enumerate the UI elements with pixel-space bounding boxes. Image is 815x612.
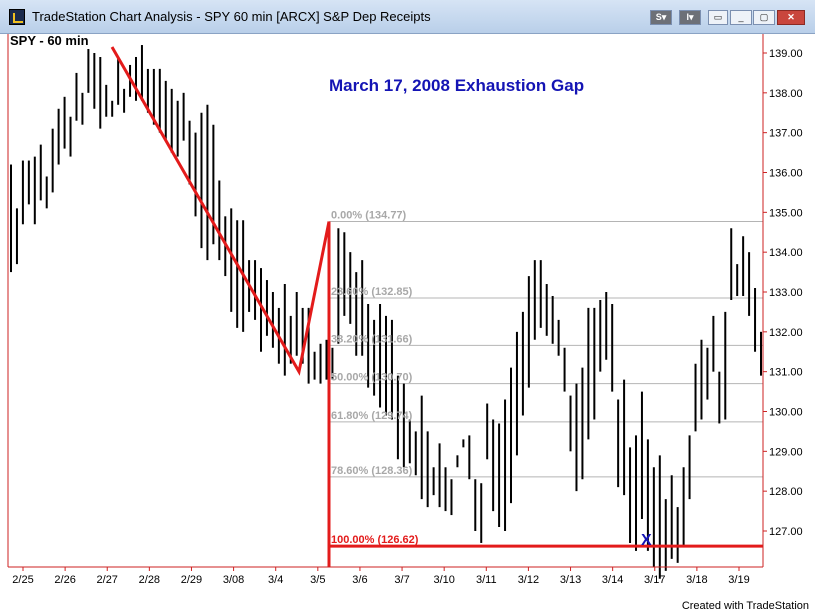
y-tick-label: 129.00 xyxy=(769,446,803,458)
indicator-menu-label: I xyxy=(686,12,689,22)
y-tick-label: 137.00 xyxy=(769,128,803,140)
symbol-menu-button[interactable]: S▾ xyxy=(650,10,672,25)
dropdown-arrow-icon: ▾ xyxy=(688,12,694,22)
y-tick-label: 135.00 xyxy=(769,207,803,219)
title-bar: TradeStation Chart Analysis - SPY 60 min… xyxy=(0,0,815,34)
tradestation-app-icon xyxy=(9,9,25,25)
y-tick-label: 134.00 xyxy=(769,247,803,259)
fib-label: 0.00% (134.77) xyxy=(331,209,407,221)
y-tick-label: 136.00 xyxy=(769,168,803,180)
trend-lines xyxy=(110,46,763,567)
exhaustion-gap-marker: X xyxy=(641,532,652,549)
symbol-label: SPY - 60 min xyxy=(10,34,89,48)
footer-credit: Created with TradeStation xyxy=(681,600,809,612)
y-tick-label: 130.00 xyxy=(769,407,803,419)
x-tick-label: 3/5 xyxy=(310,574,325,586)
x-tick-label: 3/17 xyxy=(644,574,665,586)
window-title: TradeStation Chart Analysis - SPY 60 min… xyxy=(32,9,431,24)
minimize-chart-icon[interactable]: ▭ xyxy=(708,10,728,25)
y-tick-label: 133.00 xyxy=(769,287,803,299)
x-tick-label: 3/4 xyxy=(268,574,283,586)
x-tick-label: 2/27 xyxy=(97,574,118,586)
chart-title: March 17, 2008 Exhaustion Gap xyxy=(329,76,584,95)
x-tick-label: 2/28 xyxy=(139,574,160,586)
x-tick-label: 3/19 xyxy=(728,574,749,586)
price-chart[interactable]: 0.00% (134.77) 23.60% (132.85) 38.20% (131… xyxy=(0,34,815,600)
fib-label: 23.60% (132.85) xyxy=(331,286,413,298)
x-tick-label: 3/14 xyxy=(602,574,623,586)
y-tick-label: 128.00 xyxy=(769,486,803,498)
x-tick-label: 3/13 xyxy=(560,574,581,586)
close-button[interactable]: ✕ xyxy=(777,10,805,25)
x-tick-label: 3/18 xyxy=(686,574,707,586)
dropdown-arrow-icon: ▾ xyxy=(661,12,667,22)
y-tick-label: 127.00 xyxy=(769,526,803,538)
x-axis: 2/25 2/26 2/27 2/28 2/29 3/08 3/4 3/5 3/6 3/7 3/10… xyxy=(7,34,763,586)
x-tick-label: 3/6 xyxy=(352,574,367,586)
x-tick-label: 3/11 xyxy=(476,574,497,586)
x-tick-label: 3/08 xyxy=(223,574,244,586)
price-bars xyxy=(10,45,762,579)
chart-background xyxy=(0,34,815,600)
x-tick-label: 3/12 xyxy=(518,574,539,586)
x-tick-label: 2/26 xyxy=(54,574,75,586)
fib-label: 100.00% (126.62) xyxy=(331,534,419,546)
fib-label: 78.60% (128.36) xyxy=(331,465,413,477)
downtrend-line xyxy=(110,46,331,376)
symbol-menu-label: S xyxy=(655,12,662,22)
fib-label: 61.80% (129.74) xyxy=(331,410,413,422)
y-tick-label: 131.00 xyxy=(769,367,803,379)
x-tick-label: 2/25 xyxy=(12,574,33,586)
restore-button[interactable]: ▢ xyxy=(753,10,775,25)
fib-labels: 0.00% (134.77) 23.60% (132.85) 38.20% (131… xyxy=(331,209,419,546)
x-tick-label: 3/7 xyxy=(394,574,409,586)
y-axis: 139.00 138.00 137.00 136.00 135.00 134.00 133.… xyxy=(762,34,803,567)
y-tick-label: 132.00 xyxy=(769,327,803,339)
y-tick-label: 138.00 xyxy=(769,88,803,100)
y-tick-label: 139.00 xyxy=(769,48,803,60)
indicator-menu-button[interactable]: I▾ xyxy=(679,10,701,25)
fib-label: 38.20% (131.66) xyxy=(331,333,413,345)
x-tick-label: 2/29 xyxy=(181,574,202,586)
minimize-button[interactable]: _ xyxy=(730,10,752,25)
x-tick-label: 3/10 xyxy=(433,574,454,586)
fib-label: 50.00% (130.70) xyxy=(331,372,413,384)
